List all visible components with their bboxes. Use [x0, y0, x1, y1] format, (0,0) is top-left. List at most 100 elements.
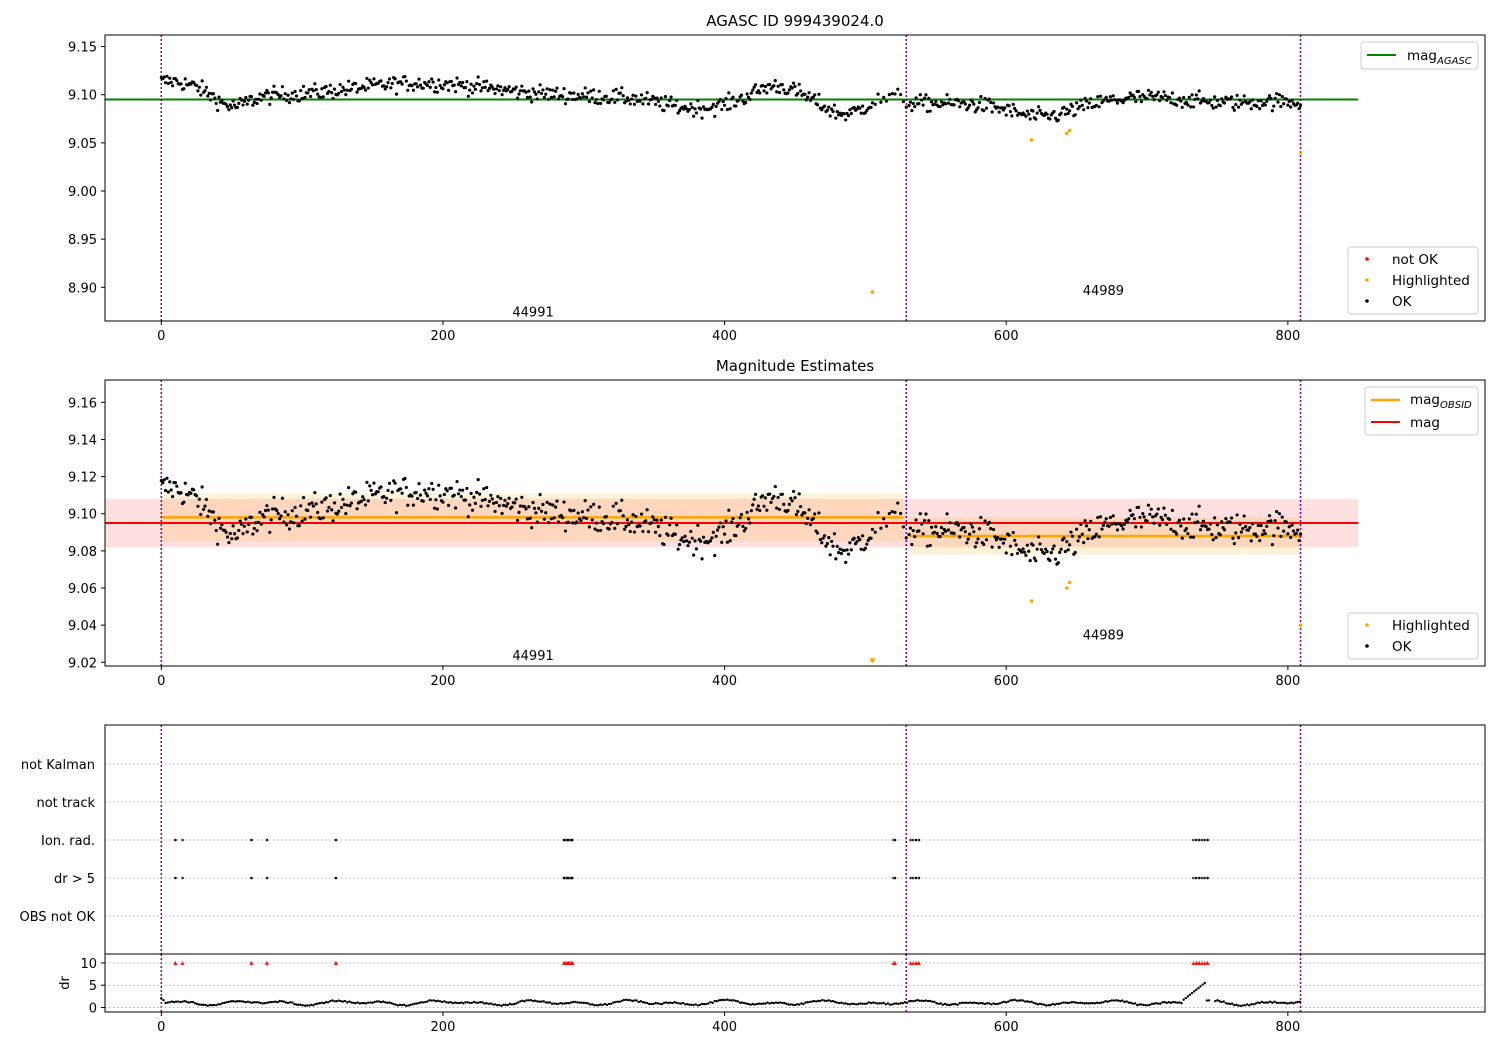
- ok-point: [337, 91, 341, 96]
- ok-point: [593, 101, 597, 105]
- ok-point: [1114, 98, 1118, 102]
- ok-point: [570, 97, 575, 102]
- dr-point: [726, 998, 729, 1001]
- ok-point: [982, 109, 986, 113]
- ok-point: [335, 512, 339, 516]
- ok-point: [425, 494, 430, 498]
- ok-point: [687, 107, 691, 112]
- ok-point: [1115, 528, 1120, 532]
- ok-point: [917, 102, 921, 106]
- ok-point: [1180, 105, 1184, 109]
- dr-point: [941, 1003, 945, 1006]
- ok-point: [811, 516, 815, 521]
- dr-point: [675, 1001, 678, 1005]
- ok-point: [996, 536, 1000, 540]
- ok-point: [908, 526, 913, 530]
- ok-point: [1087, 101, 1091, 105]
- ok-point: [216, 542, 220, 546]
- dr-point: [236, 1000, 239, 1003]
- ok-point: [966, 537, 970, 541]
- ok-point: [913, 105, 917, 109]
- p1-ytick-label: 8.90: [68, 281, 97, 296]
- dr-point: [1231, 1002, 1234, 1005]
- ok-point: [811, 95, 815, 99]
- dr-point: [257, 1001, 260, 1004]
- ok-point: [497, 88, 501, 93]
- dr-point: [1089, 1001, 1092, 1005]
- ok-point: [566, 97, 570, 101]
- ok-point: [769, 500, 773, 504]
- ok-point: [1015, 551, 1020, 556]
- ok-point: [749, 509, 753, 513]
- ok-point: [297, 99, 301, 103]
- ok-point: [914, 96, 918, 100]
- ok-point: [213, 96, 217, 100]
- ok-point: [1011, 102, 1015, 107]
- dr-point: [584, 1001, 588, 1005]
- ok-point: [632, 530, 637, 534]
- ok-point: [860, 534, 865, 538]
- dr-point: [493, 1003, 497, 1006]
- ok-point: [611, 504, 615, 508]
- ok-point: [884, 99, 889, 103]
- ok-point: [696, 523, 700, 527]
- dr-point: [1070, 1001, 1073, 1004]
- dr-flag: [174, 876, 177, 880]
- ok-point: [530, 526, 534, 530]
- ok-point: [724, 96, 728, 101]
- legend-label: OK: [1392, 639, 1413, 655]
- ok-point: [531, 500, 535, 505]
- p0-xtick-label: 800: [1275, 329, 1300, 344]
- ok-point: [821, 536, 825, 540]
- dr-point: [1252, 1003, 1255, 1006]
- ok-point: [506, 501, 510, 506]
- ok-point: [1196, 97, 1200, 101]
- ok-point: [500, 511, 504, 516]
- ok-point: [1234, 531, 1238, 535]
- ok-point: [489, 493, 493, 497]
- ok-point: [213, 518, 217, 522]
- ok-point: [772, 84, 776, 88]
- ok-point: [827, 536, 831, 540]
- dr-point: [753, 1003, 757, 1006]
- legend-agasc: magAGASC: [1360, 41, 1479, 70]
- ok-point: [183, 77, 187, 81]
- ok-point: [218, 526, 223, 530]
- ok-point: [689, 102, 693, 106]
- ok-point: [828, 553, 832, 557]
- ok-point: [1242, 514, 1246, 518]
- dr-point: [1216, 999, 1219, 1002]
- ok-point: [1273, 519, 1277, 523]
- ok-point: [379, 79, 383, 83]
- legend-label-obsid: magOBSID: [1410, 392, 1472, 411]
- ok-point: [280, 85, 285, 89]
- ok-point: [775, 90, 779, 94]
- ok-point: [876, 511, 880, 515]
- ok-point: [1108, 95, 1113, 99]
- ok-point: [465, 79, 469, 84]
- ok-point: [741, 524, 745, 528]
- dr-clipped-marker: [264, 960, 269, 965]
- ok-point: [846, 114, 851, 118]
- dr-point: [286, 1001, 290, 1005]
- ok-point: [997, 545, 1001, 549]
- ok-point: [163, 488, 168, 493]
- ok-point: [344, 512, 348, 516]
- dr-point: [1028, 1000, 1031, 1004]
- ok-point: [746, 517, 751, 521]
- dr-point: [1247, 1004, 1251, 1007]
- dr-point: [1026, 1000, 1029, 1003]
- ok-point: [715, 528, 720, 532]
- dr-point: [206, 1004, 209, 1008]
- ok-point: [1170, 91, 1174, 95]
- ok-point: [1231, 536, 1235, 540]
- ok-point: [252, 526, 256, 531]
- ok-point: [721, 99, 725, 104]
- ok-point: [1228, 520, 1232, 524]
- dr-point: [734, 999, 738, 1003]
- ok-point: [731, 517, 735, 521]
- ok-point: [287, 527, 292, 531]
- ok-point: [646, 102, 651, 106]
- dr-point: [791, 1003, 795, 1007]
